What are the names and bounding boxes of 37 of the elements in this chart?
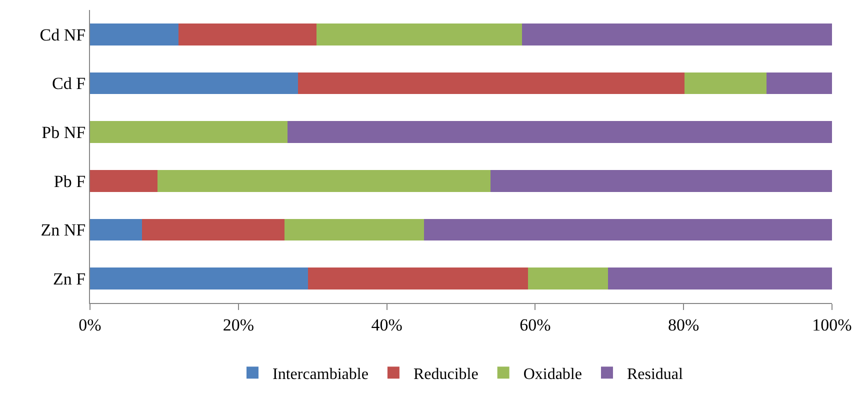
bar [90,268,308,290]
bar [90,170,158,192]
bar [684,72,767,94]
bar [528,268,608,290]
x-tick-label: 0% [78,315,102,334]
bar [90,72,298,94]
bar [90,121,288,144]
bar [142,218,284,241]
bar [90,218,142,241]
bar [316,23,522,46]
bar [90,23,178,46]
bar [158,170,491,192]
y-tick-label: Pb F [54,172,86,191]
bar [308,268,528,290]
x-tick-label: 100% [812,315,852,334]
bar [298,72,684,94]
x-tick-label: 20% [222,315,254,334]
legend-label: Reducible [413,366,478,383]
bar [178,23,316,46]
x-tick-label: 40% [371,315,402,334]
y-tick-label: Zn F [53,270,86,289]
bar [490,170,832,192]
y-tick-label: Pb NF [42,123,86,142]
bar [424,218,832,241]
x-tick-label: 80% [668,315,700,334]
y-tick-label: Cd F [52,74,86,94]
y-tick-label: Zn NF [40,220,86,240]
bar [284,218,424,241]
bar [766,72,832,94]
y-tick-label: Cd NF [40,25,86,44]
legend-label: Oxidable [523,366,582,383]
legend-label: Residual [626,366,684,383]
bar [287,121,832,144]
bar [608,268,832,290]
bar [522,23,832,46]
legend-label: Intercambiable [272,366,368,383]
x-tick-label: 60% [520,315,551,334]
